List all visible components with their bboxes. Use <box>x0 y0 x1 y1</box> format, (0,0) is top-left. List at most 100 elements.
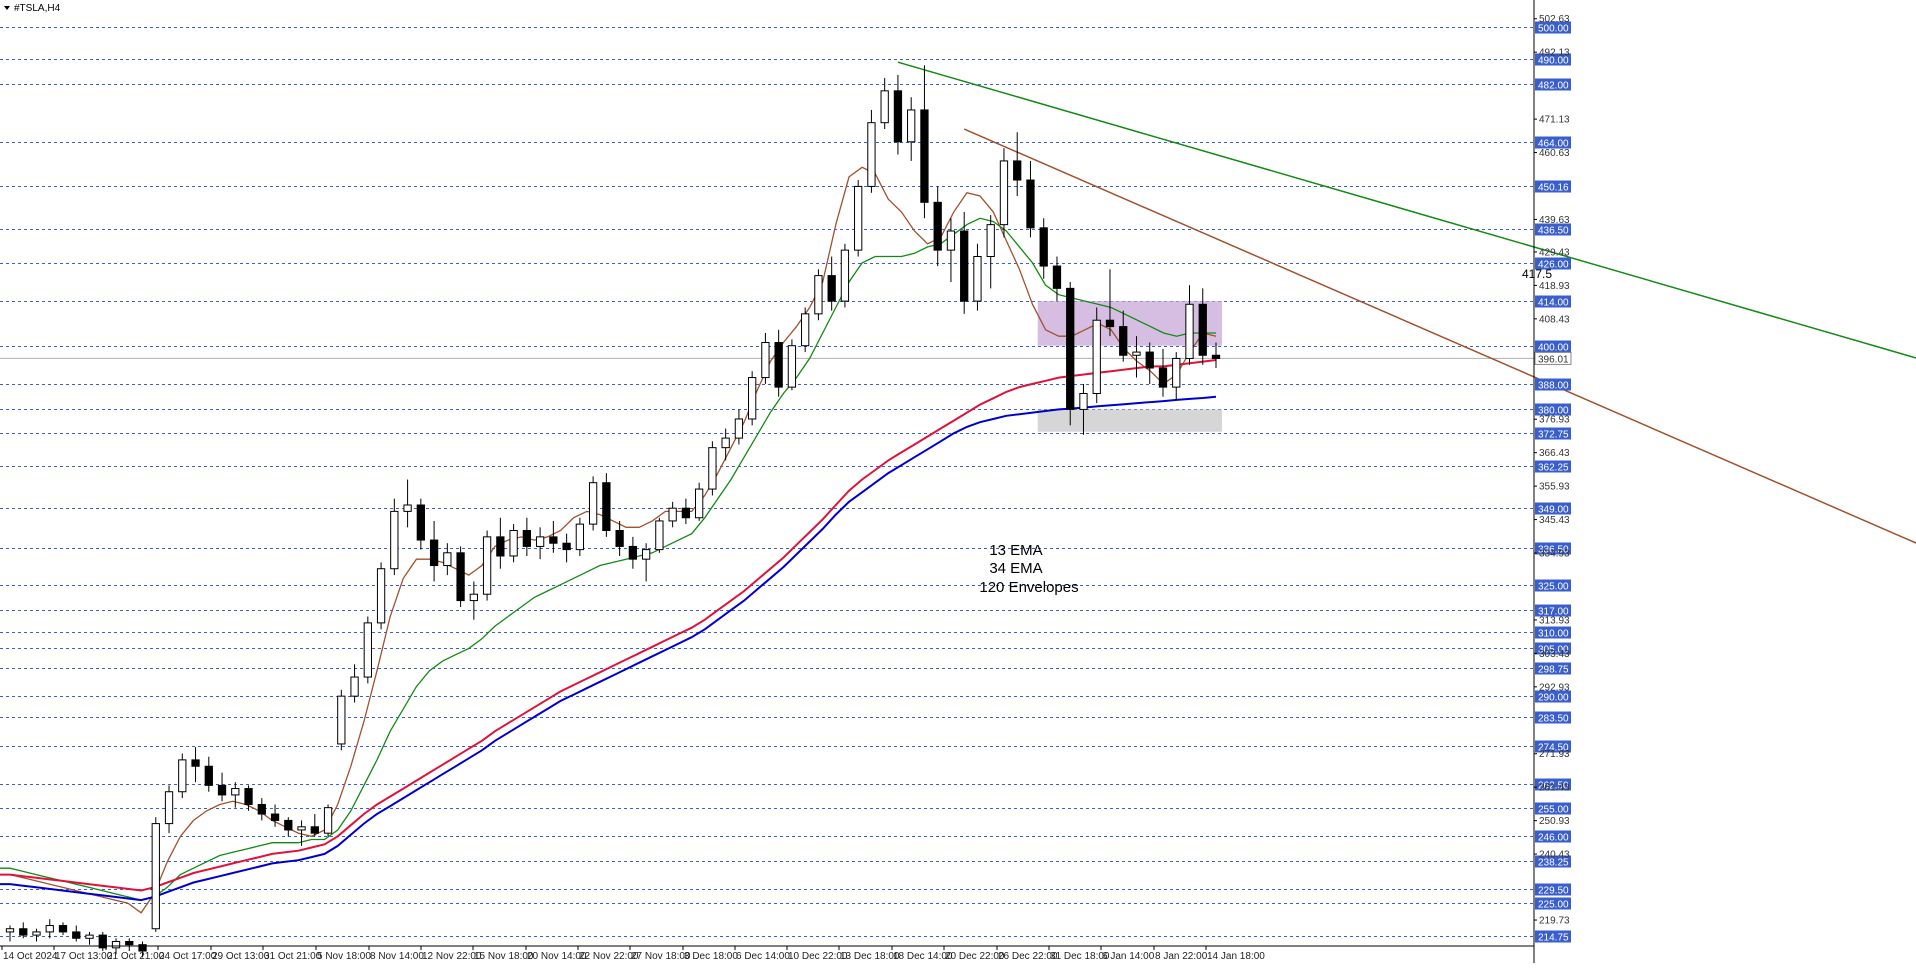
candle-body-bull <box>721 437 730 449</box>
candle <box>178 753 187 799</box>
time-label: 31 Dec 18:00 <box>1050 951 1110 962</box>
candle <box>151 817 160 932</box>
candle <box>774 329 783 397</box>
level-label: 274.50 <box>1538 743 1569 754</box>
candle <box>920 65 929 219</box>
price-tick-label: 418.93 <box>1539 281 1570 292</box>
candle <box>1198 288 1207 365</box>
candle-body-bull <box>443 552 452 567</box>
level-label: 450.16 <box>1538 183 1569 194</box>
candle <box>549 520 558 553</box>
time-label: 13 Dec 18:00 <box>840 951 900 962</box>
candle-body-bull <box>231 788 240 796</box>
level-label-bg <box>1535 642 1571 655</box>
candle-body-bull <box>469 593 478 602</box>
time-label: 22 Nov 22:00 <box>579 951 639 962</box>
price-tick-label: 240.43 <box>1539 850 1570 861</box>
time-label: 8 Nov 14:00 <box>370 951 424 962</box>
candle-body-bear <box>681 507 691 519</box>
level-label: 500.00 <box>1538 24 1569 35</box>
candle-body-bull <box>111 940 121 949</box>
candle <box>721 428 730 461</box>
candle-body-bull <box>32 931 41 936</box>
brown-trendline[interactable] <box>963 128 1916 763</box>
price-tick-label: 292.93 <box>1539 682 1570 693</box>
candle <box>72 925 81 942</box>
green-trendline[interactable] <box>897 61 1916 505</box>
candle <box>602 473 611 537</box>
candle <box>231 782 240 808</box>
candle-body-bull <box>178 759 187 793</box>
trendlines[interactable] <box>897 61 1916 763</box>
time-label: 21 Oct 21:00 <box>107 951 165 962</box>
current-price-label-bg <box>1534 351 1572 365</box>
level-label: 336.50 <box>1538 545 1569 556</box>
level-label-bg <box>1535 830 1571 843</box>
candle <box>1026 160 1035 238</box>
candle <box>801 307 810 353</box>
price-tick-label: 313.93 <box>1539 615 1570 626</box>
candle-body-bear <box>1105 319 1115 328</box>
candle-body-bull <box>641 549 651 560</box>
candle-body-bear <box>1052 265 1062 289</box>
candle-body-bear <box>310 826 319 834</box>
chevron-down-icon[interactable] <box>4 6 10 10</box>
candle <box>893 74 903 155</box>
time-label: 14 Oct 2024 <box>3 951 58 962</box>
legend-envelopes: 120 Envelopes <box>979 579 1078 596</box>
candle <box>615 520 624 556</box>
price-tick-label: 355.93 <box>1539 482 1570 493</box>
candle <box>1079 383 1088 435</box>
candle-body-bear <box>893 90 903 143</box>
candle <box>694 482 704 521</box>
candle <box>1172 352 1181 400</box>
candle <box>164 785 174 834</box>
candle-body-bull <box>297 826 306 831</box>
level-label: 229.50 <box>1538 886 1569 897</box>
candle-body-bear <box>217 784 227 796</box>
candle <box>284 817 293 837</box>
candle-body-bear <box>1119 326 1128 356</box>
candle <box>641 543 651 582</box>
candle-body-bear <box>456 552 465 602</box>
level-label-bg <box>1535 662 1571 675</box>
price-tick-label: 334.93 <box>1539 549 1570 560</box>
candle <box>1105 269 1115 337</box>
candle <box>257 798 266 821</box>
level-label-bg <box>1535 711 1571 724</box>
level-label-bg <box>1535 930 1571 943</box>
candle-body-bull <box>575 523 585 551</box>
level-label-bg <box>1535 855 1571 868</box>
candle <box>482 530 492 601</box>
candle-body-bull <box>694 488 704 519</box>
level-label: 464.00 <box>1538 139 1569 150</box>
level-label: 436.50 <box>1538 226 1569 237</box>
candle-body-bull <box>986 224 995 258</box>
candle <box>456 546 465 607</box>
candle-body-bull <box>867 122 876 187</box>
candle-body-bull <box>814 275 823 315</box>
candle-body-bear <box>1145 351 1154 369</box>
candle-body-bear <box>244 788 253 805</box>
ema13-line <box>0 166 1217 914</box>
level-label-bg <box>1535 136 1571 149</box>
price-tick-label: 366.43 <box>1539 448 1570 459</box>
candle <box>522 517 532 556</box>
candle <box>761 332 770 384</box>
candle-body-bull <box>655 520 664 551</box>
candle-body-bear <box>191 759 200 767</box>
candle <box>191 747 200 783</box>
candle-body-bear <box>562 542 571 551</box>
candle <box>1013 132 1022 196</box>
level-label: 482.00 <box>1538 81 1569 92</box>
candle <box>1119 310 1128 362</box>
price-tick-label: 303.43 <box>1539 649 1570 660</box>
level-label: 290.00 <box>1538 693 1569 704</box>
level-label: 255.00 <box>1538 805 1569 816</box>
level-label: 238.25 <box>1538 858 1569 869</box>
candle-body-bear <box>549 536 558 544</box>
level-label: 262.50 <box>1538 781 1569 792</box>
candle <box>960 211 969 314</box>
